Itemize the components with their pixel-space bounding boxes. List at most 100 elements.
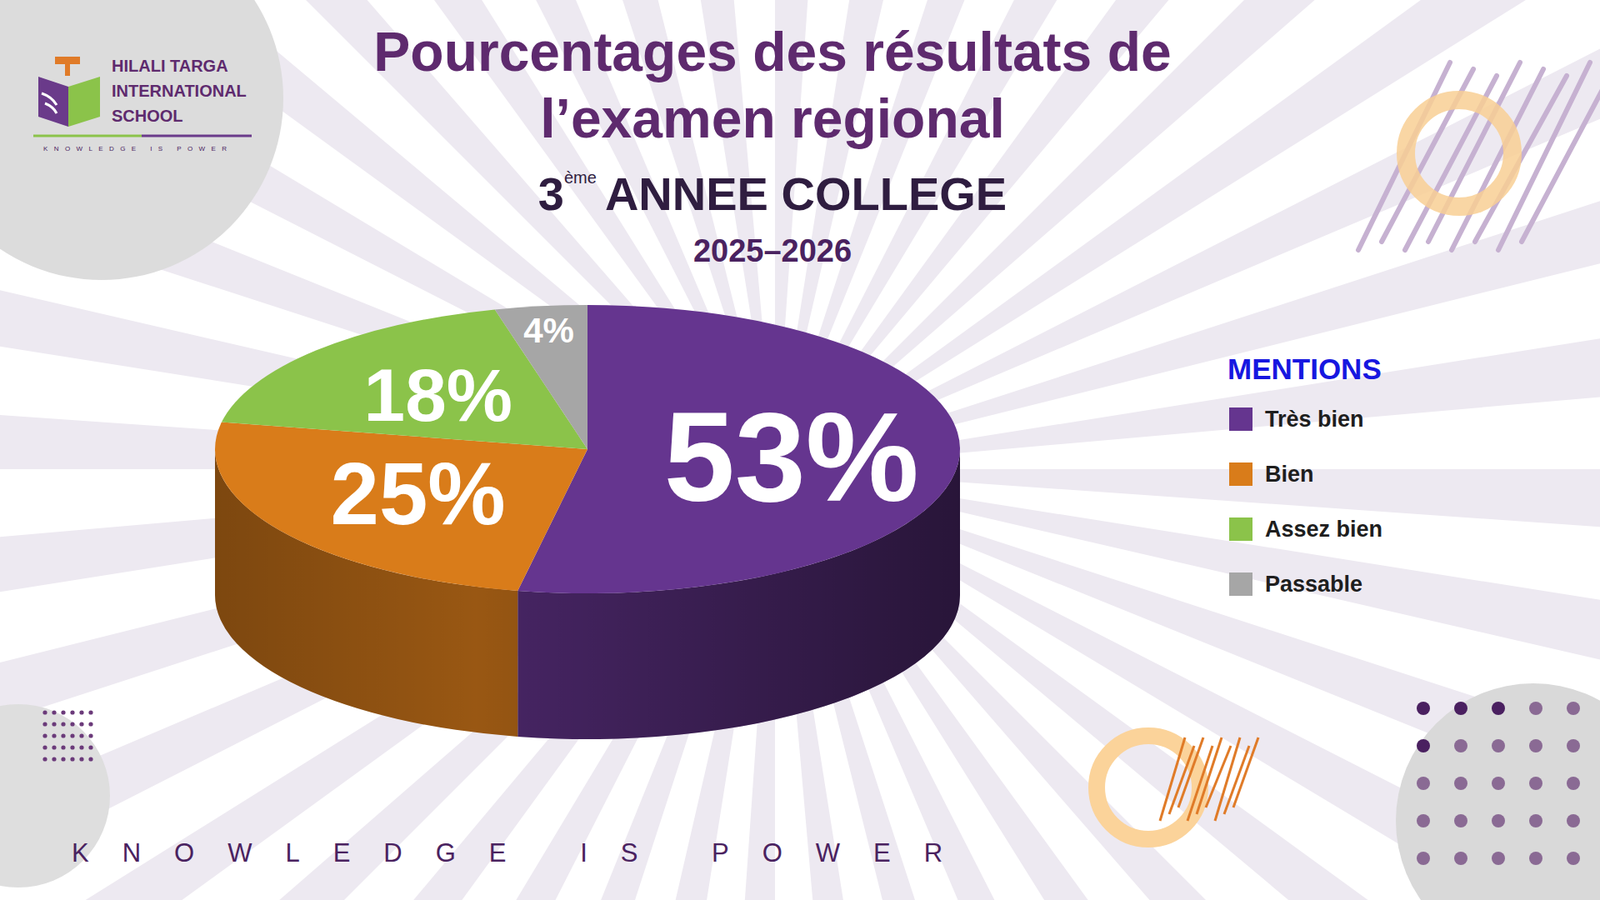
legend-swatch <box>1229 517 1253 541</box>
dot <box>51 733 56 738</box>
dot <box>1454 814 1468 828</box>
dot <box>51 756 56 761</box>
dot <box>79 710 84 715</box>
dot <box>42 733 47 738</box>
pie <box>215 305 960 740</box>
dot <box>51 721 56 726</box>
corner-circle <box>0 0 284 280</box>
dot <box>70 745 75 750</box>
legend-swatch <box>1229 572 1253 596</box>
dot <box>60 733 65 738</box>
dot <box>1491 701 1505 715</box>
dot <box>60 745 65 750</box>
data-label: 25% <box>330 445 506 543</box>
logo-rule <box>141 135 252 138</box>
pie-top <box>215 305 960 594</box>
slice <box>221 309 588 450</box>
legend-label: Très bien <box>1265 406 1365 432</box>
dot <box>60 710 65 715</box>
data-label: 4% <box>523 310 575 350</box>
legend-label: Bien <box>1265 461 1315 487</box>
dot <box>51 710 56 715</box>
subtitle: 3ème ANNEE COLLEGE <box>439 166 1106 221</box>
dot <box>88 721 93 726</box>
dot <box>1416 701 1430 715</box>
dot <box>79 733 84 738</box>
legend-label: Passable <box>1265 571 1363 597</box>
dot <box>42 756 47 761</box>
logo-motto: KNOWLEDGE IS POWER <box>43 145 233 153</box>
dot <box>51 745 56 750</box>
dot <box>1454 739 1468 753</box>
dot <box>70 733 75 738</box>
dot <box>79 721 84 726</box>
legend: MENTIONS Très bien Bien Assez bien Passable <box>1227 352 1383 597</box>
dot <box>1416 851 1430 865</box>
logo-cap <box>65 64 70 76</box>
dot <box>70 721 75 726</box>
dot <box>1529 851 1543 865</box>
dot <box>42 721 47 726</box>
dot <box>1529 776 1543 790</box>
data-label: 18% <box>364 353 513 437</box>
dot <box>1416 739 1430 753</box>
slice <box>215 422 588 591</box>
subtitle-level: ANNEE COLLEGE <box>605 167 1007 220</box>
dot <box>60 721 65 726</box>
dot <box>88 756 93 761</box>
dot <box>1566 739 1580 753</box>
dot <box>88 710 93 715</box>
background <box>0 0 1600 900</box>
legend-label: Assez bien <box>1265 516 1383 542</box>
dot <box>1416 776 1430 790</box>
dot <box>42 710 47 715</box>
background-fill <box>0 0 1600 900</box>
logo: HILALI TARGA INTERNATIONAL SCHOOL KNOWLEDGE… <box>33 56 252 153</box>
dot <box>1566 851 1580 865</box>
logo-hand <box>41 93 57 114</box>
motto: KNOWLEDGE IS POWER <box>71 838 976 868</box>
subtitle-ordinal: 3 <box>538 167 565 220</box>
data-label: 53% <box>664 385 920 528</box>
dot <box>1566 701 1580 715</box>
logo-cap <box>55 56 80 65</box>
dot <box>1566 814 1580 828</box>
stripe <box>1169 745 1195 815</box>
subtitle-suffix: ème <box>564 168 597 187</box>
title: Pourcentages des résultats de l’examen r… <box>314 18 1231 152</box>
stripe <box>1178 737 1204 808</box>
corner-circle <box>1395 683 1600 900</box>
ring <box>1405 100 1513 207</box>
dot <box>1491 814 1505 828</box>
dot <box>1454 851 1468 865</box>
logo-book <box>68 76 100 127</box>
legend-swatch <box>1229 407 1253 431</box>
dot <box>70 756 75 761</box>
year: 2025–2026 <box>605 233 940 270</box>
dot <box>60 756 65 761</box>
dot <box>42 745 47 750</box>
dot <box>79 756 84 761</box>
dot <box>88 733 93 738</box>
dot <box>1491 851 1505 865</box>
dot <box>1454 701 1468 715</box>
school-name: INTERNATIONAL <box>111 81 247 100</box>
logo-book <box>38 76 69 127</box>
school-name: HILALI TARGA <box>111 56 229 75</box>
data-labels: 53% 25%18%4% <box>330 310 920 543</box>
dot <box>1529 814 1543 828</box>
dot <box>1529 739 1543 753</box>
stripe <box>1233 737 1259 808</box>
dot <box>70 710 75 715</box>
dot <box>1491 739 1505 753</box>
dot <box>1454 776 1468 790</box>
dot <box>1529 701 1543 715</box>
legend-swatch <box>1229 462 1253 486</box>
school-name: SCHOOL <box>111 106 184 125</box>
dot <box>1566 776 1580 790</box>
stripe <box>1521 69 1600 242</box>
dot <box>79 745 84 750</box>
stripe <box>1187 745 1213 821</box>
dot <box>1491 776 1505 790</box>
legend-title: MENTIONS <box>1227 352 1382 385</box>
